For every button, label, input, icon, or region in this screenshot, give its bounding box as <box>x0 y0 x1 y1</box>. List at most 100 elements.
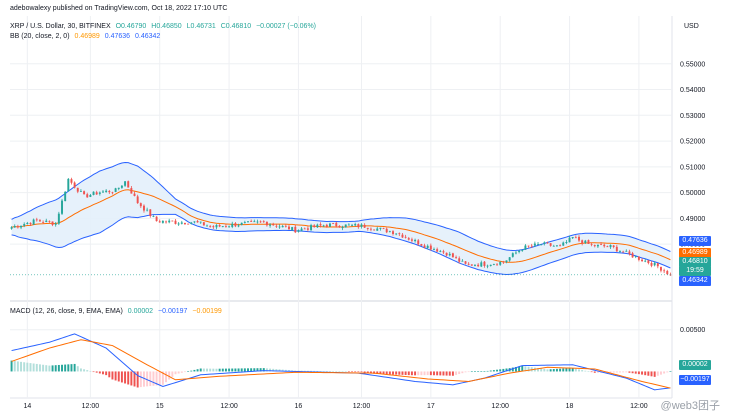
macd-hist-bar <box>347 371 350 373</box>
candle <box>480 260 483 268</box>
macd-hist-bar <box>518 366 521 372</box>
macd-hist-bar <box>578 369 580 372</box>
candle-body <box>470 264 473 266</box>
candle-body <box>300 228 303 231</box>
candle-body <box>117 187 120 189</box>
candle <box>429 243 432 251</box>
candle-body <box>366 227 369 229</box>
macd-hist-bar <box>546 369 549 372</box>
candle-body <box>417 240 420 245</box>
candle-body <box>196 221 199 223</box>
macd-hist-bar <box>439 371 442 376</box>
candle-body <box>152 216 155 217</box>
candle-body <box>278 226 281 228</box>
candle-body <box>146 209 149 211</box>
candle-body <box>445 252 448 256</box>
candle-body <box>628 251 631 254</box>
macd-hist-bar <box>13 361 16 372</box>
candle <box>86 192 89 198</box>
macd-hist-bar <box>111 371 114 380</box>
candle <box>357 223 360 229</box>
candle-body <box>108 191 111 193</box>
candle-body <box>212 226 215 228</box>
candle <box>373 229 376 231</box>
candle-body <box>524 245 527 250</box>
candle-body <box>401 234 404 238</box>
candle <box>127 180 130 188</box>
macd-label[interactable]: MACD (12, 26, close, 9, EMA, EMA) <box>10 308 123 315</box>
candle <box>23 222 26 228</box>
macd-hist-bar <box>127 371 130 385</box>
macd-hist-bar <box>275 369 278 372</box>
candle-body <box>234 223 237 227</box>
candle <box>306 226 309 232</box>
candle-body <box>291 227 294 231</box>
candle <box>92 191 95 196</box>
candle-body <box>187 223 190 225</box>
candle-body <box>218 225 221 227</box>
macd-hist-bar <box>514 366 517 372</box>
candle-body <box>376 228 379 231</box>
candle <box>578 235 580 243</box>
candle <box>158 219 161 223</box>
candle-body <box>578 236 580 241</box>
candle <box>344 224 347 228</box>
candle-body <box>448 253 451 256</box>
candle <box>404 234 407 239</box>
candle <box>347 223 350 226</box>
candle-body <box>571 237 574 239</box>
candle <box>524 244 527 250</box>
macd-hist-bar <box>105 371 108 376</box>
candle-body <box>177 223 180 225</box>
macd-hist-bar <box>240 368 243 372</box>
candle <box>388 230 391 233</box>
macd-hist-bar <box>300 370 303 372</box>
macd-hist-bar <box>155 371 158 386</box>
candle <box>407 236 410 241</box>
candle-body <box>514 252 517 254</box>
candle-body <box>644 260 647 262</box>
time-axis: 14 12:00 15 12:00 16 12:00 17 12:00 18 12:00 <box>23 16 648 410</box>
candle <box>647 260 650 265</box>
macd-hist-bar <box>332 371 335 372</box>
macd-hist-bar <box>89 370 92 372</box>
macd-hist-bar <box>278 369 281 372</box>
candle-body <box>464 261 467 264</box>
candle-body <box>105 190 108 193</box>
macd-hist-bar <box>634 371 637 374</box>
candle <box>224 224 227 228</box>
candle <box>584 239 587 244</box>
candle-body <box>622 251 625 253</box>
macd-hist-bar <box>253 368 256 372</box>
candle <box>215 224 218 230</box>
candle-body <box>625 250 628 252</box>
candle-body <box>35 219 38 221</box>
candle-body <box>360 224 363 227</box>
macd-hist-bar <box>73 363 76 372</box>
candle <box>335 221 338 228</box>
candle-body <box>603 244 606 247</box>
symbol-name[interactable]: XRP / U.S. Dollar, 30, BITFINEX <box>10 23 111 30</box>
bb-label[interactable]: BB (20, close, 2, 0) <box>10 33 70 40</box>
macd-hist-bar <box>388 371 391 375</box>
time-tick-label: 14 <box>23 403 31 410</box>
macd-hist-bar <box>98 371 101 374</box>
candle <box>310 223 313 231</box>
macd-hist-bar <box>190 370 193 372</box>
candle <box>243 220 246 224</box>
candle <box>325 223 328 228</box>
macd-hist-bar <box>67 364 70 372</box>
candle-body <box>319 224 322 226</box>
macd-hist-bar <box>543 368 546 372</box>
candle-body <box>593 245 596 247</box>
candle-body <box>231 223 234 227</box>
candle-body <box>221 226 224 228</box>
candle <box>565 240 568 245</box>
candle-body <box>562 242 565 246</box>
macd-hist-bar <box>70 364 73 372</box>
macd-hist-bar <box>171 371 174 377</box>
candle <box>322 224 325 228</box>
candle <box>262 220 265 223</box>
candle-body <box>385 228 388 233</box>
